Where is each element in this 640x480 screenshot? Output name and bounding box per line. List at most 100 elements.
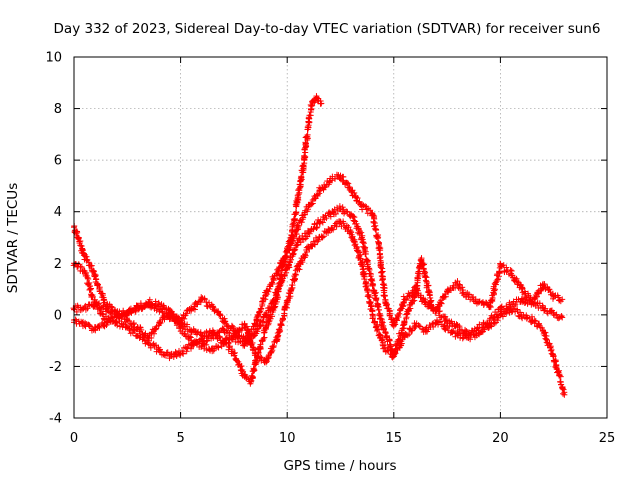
data-point-s1-27-39 — [368, 277, 375, 284]
data-point-s0-anchor-19 — [230, 350, 237, 357]
data-point-s0-15-6 — [193, 331, 200, 338]
axis-ticks — [73, 56, 608, 419]
data-point-s2-6-4 — [138, 326, 145, 333]
data-point-s1-33-26 — [424, 282, 431, 289]
data-point-s3-31-12 — [396, 310, 403, 317]
data-point-s1-anchor-41 — [508, 301, 515, 308]
data-point-s2-16-18 — [248, 341, 255, 348]
data-point-s3-29-47 — [381, 292, 388, 299]
data-point-s0-26-17 — [291, 216, 298, 223]
y-tick-label-3: 2 — [54, 257, 62, 272]
data-point-s1-22-5 — [310, 226, 317, 233]
data-point-s2-13-6 — [215, 344, 222, 351]
data-point-s2-17-5 — [257, 353, 264, 360]
data-point-s2-12-4 — [203, 341, 210, 348]
data-point-s1-33-12 — [420, 266, 427, 273]
data-point-s1-anchor-24 — [326, 211, 333, 218]
data-point-s1-anchor-27 — [358, 234, 365, 241]
data-point-s2-19-6 — [275, 332, 282, 339]
data-point-s2-19-11 — [277, 327, 284, 334]
data-point-s0-27-8 — [296, 187, 303, 194]
data-point-s1-24-6 — [332, 210, 339, 217]
data-point-s0-21-12 — [251, 367, 258, 374]
data-point-s2-3-5 — [107, 317, 114, 324]
data-point-s1-anchor-31 — [401, 319, 408, 326]
data-point-s1-28-27 — [376, 312, 383, 319]
data-point-s2-18-13 — [269, 347, 276, 354]
data-point-s2-21-15 — [302, 252, 309, 259]
data-point-s0-anchor-27 — [294, 195, 301, 202]
y-tick-labels: -4 -2 0 2 4 6 8 10 — [45, 51, 62, 427]
data-point-s1-28-15 — [373, 297, 380, 304]
data-point-s1-22-2 — [306, 230, 313, 237]
data-point-s0-anchor-15 — [188, 327, 195, 334]
data-point-s2-21-9 — [299, 259, 306, 266]
data-point-s0-anchor-5 — [92, 273, 99, 280]
data-point-s1-25-6 — [343, 208, 350, 215]
data-point-s2-19-24 — [281, 312, 288, 319]
y-tick-label-4: 4 — [54, 205, 62, 220]
data-point-s0-22-17 — [260, 335, 267, 342]
data-point-s1-anchor-18 — [262, 311, 269, 318]
data-point-s1-26-19 — [356, 230, 363, 237]
data-point-s2-7-11 — [152, 326, 159, 333]
data-point-s0-29-7 — [306, 112, 313, 119]
data-point-s0-28-16 — [302, 140, 309, 147]
data-point-s0-27-20 — [298, 173, 305, 180]
data-point-s1-22-6 — [310, 225, 317, 232]
data-point-s1-10-7 — [183, 348, 190, 355]
y-tick-label-6: 8 — [54, 102, 62, 117]
data-point-s2-20-17 — [289, 282, 296, 289]
chart-title: Day 332 of 2023, Sidereal Day-to-day VTE… — [54, 21, 601, 37]
data-point-s1-20-10 — [288, 256, 295, 263]
data-point-s0-27-29 — [300, 162, 307, 169]
data-point-s1-anchor-23 — [316, 219, 323, 226]
data-point-s1-anchor-26 — [348, 211, 355, 218]
data-point-s2-23-5 — [320, 233, 327, 240]
data-point-s0-19-20 — [240, 368, 247, 375]
data-point-s1-5-7 — [130, 327, 137, 334]
data-point-s1-19-6 — [275, 285, 282, 292]
data-point-s0-22-19 — [261, 334, 268, 341]
data-point-s1-0-8 — [78, 264, 85, 271]
data-point-s1-anchor-20 — [284, 265, 291, 272]
data-point-s1-12-3 — [201, 333, 208, 340]
data-point-s1-anchor-14 — [220, 327, 227, 334]
data-point-s1-33-19 — [423, 274, 430, 281]
data-point-s0-anchor-6 — [96, 286, 103, 293]
data-point-s0-21-6 — [249, 373, 256, 380]
data-point-s0-anchor-20 — [241, 373, 248, 380]
data-point-s2-18-15 — [270, 344, 277, 351]
data-point-s2-5-7 — [130, 320, 137, 327]
data-point-s2-anchor-28 — [369, 311, 376, 318]
x-axis-label: GPS time / hours — [283, 458, 396, 474]
y-tick-label-0: -4 — [49, 412, 62, 427]
data-point-s2-14-5 — [225, 339, 232, 346]
plot-frame — [73, 56, 608, 419]
data-point-s0-anchor-1 — [75, 234, 82, 241]
data-point-s1-29-14 — [386, 337, 393, 344]
data-point-s2-13-5 — [214, 343, 221, 350]
data-point-s0-19-2 — [231, 349, 238, 356]
data-point-s0-anchor-3 — [83, 257, 90, 264]
data-point-s1-27-28 — [365, 265, 372, 272]
data-point-s1-25-7 — [344, 209, 351, 216]
data-point-s2-11-4 — [193, 339, 200, 346]
data-point-s1-anchor-29 — [380, 324, 387, 331]
data-point-s1-anchor-28 — [369, 280, 376, 287]
data-point-s0-18-12 — [229, 346, 236, 353]
y-tick-label-1: -2 — [49, 360, 62, 375]
data-point-s1-33-17 — [422, 273, 429, 280]
data-point-s2-22-11 — [314, 238, 321, 245]
data-point-s2-20-24 — [292, 271, 299, 278]
x-tick-label-4: 20 — [492, 431, 509, 446]
data-point-s1-20-18 — [291, 247, 298, 254]
data-point-s1-27-33 — [368, 271, 375, 278]
data-point-s1-anchor-40 — [497, 306, 504, 313]
data-point-s1-25-0 — [336, 203, 343, 210]
data-points — [70, 93, 568, 398]
data-point-s1-anchor-7 — [145, 340, 152, 347]
y-tick-label-5: 6 — [54, 154, 62, 169]
data-point-s1-13-5 — [214, 332, 221, 339]
